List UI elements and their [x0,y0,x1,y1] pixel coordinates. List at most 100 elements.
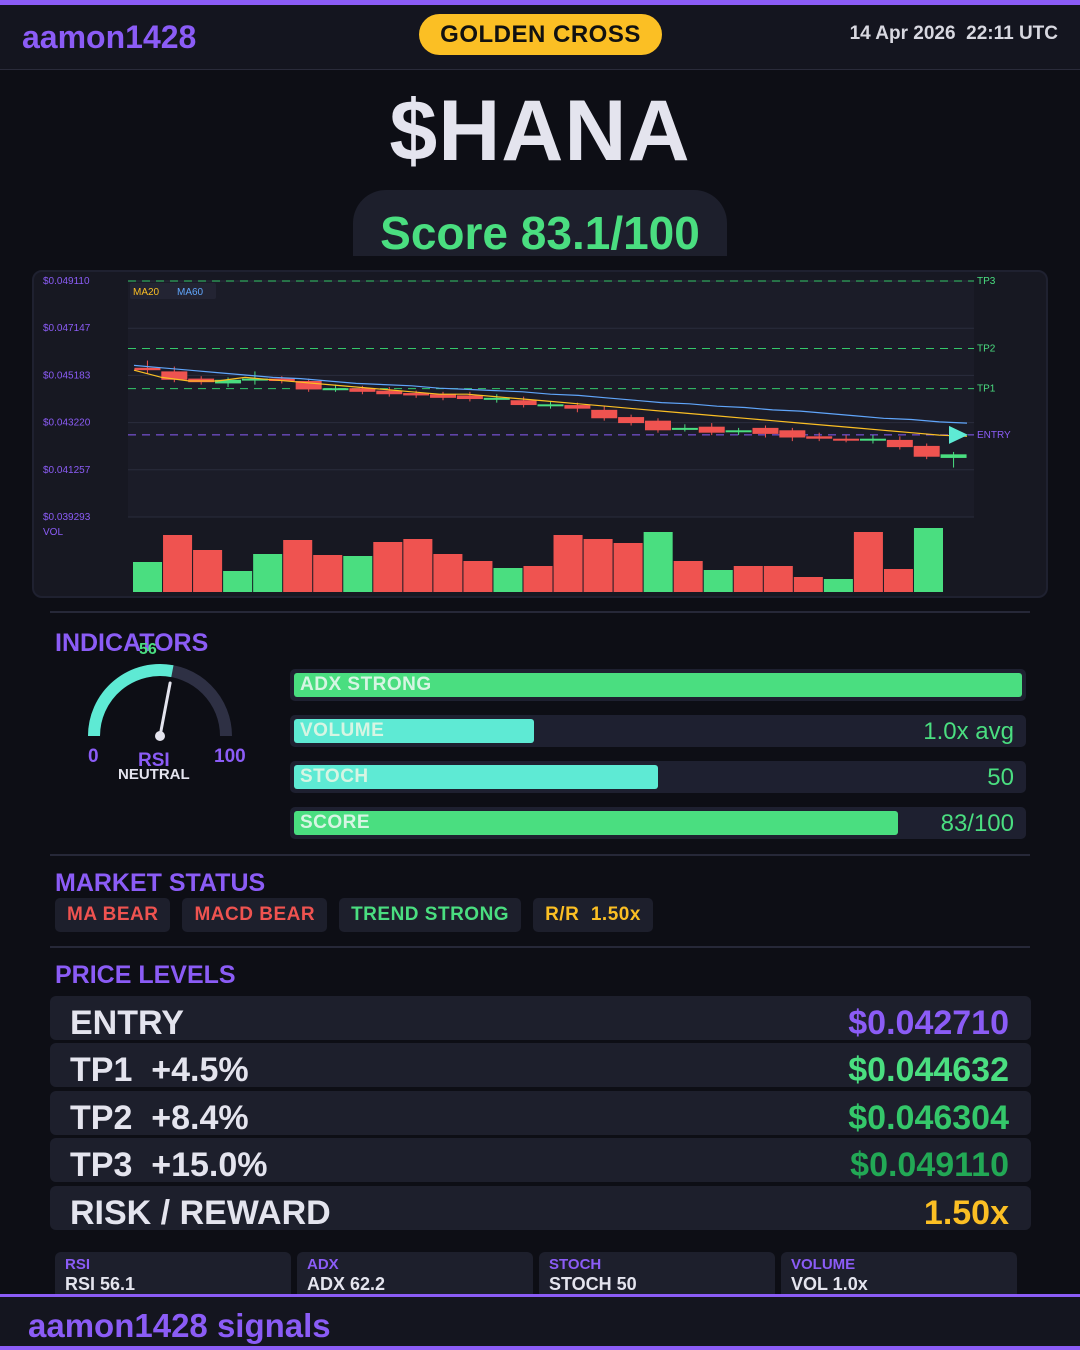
level-row-tp2: TP2 +8.4% $0.046304 [50,1091,1031,1137]
candle-body [698,426,725,433]
candle-body [241,378,268,381]
stat-value: RSI 56.1 [65,1274,136,1294]
stat-value: VOL 1.0x [791,1274,868,1294]
volume-bar: VOLUME 1.0x avg [290,715,1026,747]
volume-bar [463,561,493,592]
volume-bar-value: 1.0x avg [923,718,1014,745]
level-label-entry: ENTRY [977,430,1011,441]
candle-body [483,397,510,400]
brand-name: aamon1428 [22,19,197,55]
candle-body [940,454,967,458]
candle-body [833,438,860,441]
candle-body [806,436,833,439]
candle-body [376,390,403,395]
stat-card-stoch: STOCH STOCH 50 [539,1252,775,1296]
candle-body [349,388,376,392]
gauge-status: NEUTRAL [118,766,190,783]
volume-bar [283,540,313,592]
level-price: $0.046304 [848,1099,1009,1137]
candle-body [564,405,591,409]
candle-body [456,395,483,400]
volume-bar [493,568,523,592]
volume-bar [223,571,253,592]
legend-ma20: MA20 [133,287,160,298]
volume-bar [823,579,853,592]
level-price: $0.049110 [850,1146,1009,1184]
volume-bar-fill [294,719,534,743]
price-chart: $0.049110 $0.047147 $0.045183 $0.043220 $0.0… [32,270,1048,598]
volume-bar [403,539,433,592]
score-text: Score 83.1/100 [380,207,700,256]
entry-arrow-icon [949,425,968,444]
candle-body [134,367,161,371]
stat-card-volume: VOLUME VOL 1.0x [781,1252,1017,1296]
stat-label: ADX [307,1256,339,1273]
y-tick-label: $0.041257 [43,465,91,476]
candle-body [859,438,886,441]
status-chip-ma: MA BEAR [55,898,171,932]
adx-bar: ADX STRONG [290,669,1026,701]
candle-body [913,445,940,457]
gauge-svg [88,664,232,741]
level-label-tp2: TP2 [977,343,996,354]
timestamp: 14 Apr 2026 22:11 UTC [849,23,1058,44]
volume-bar [313,555,343,592]
candle-body [430,394,457,398]
y-tick-label: $0.039293 [43,512,91,523]
stat-label: RSI [65,1256,91,1273]
candle-body [886,439,913,448]
level-label-tp3: TP3 [977,276,996,287]
gauge-needle [158,681,172,738]
candle-body [779,430,806,438]
status-chip-macd: MACD BEAR [182,898,328,932]
volume-bar [583,539,613,592]
score-pill: Score 83.1/100 [353,190,727,256]
score-bar-label: SCORE [300,812,371,833]
stoch-bar-label: STOCH [300,766,369,787]
candle-body [671,427,698,430]
stoch-bar-fill [294,765,658,789]
candle-body [215,379,242,384]
gauge-fill [88,664,174,737]
gauge-label: RSI [138,750,170,771]
level-name: RISK / REWARD [70,1194,331,1232]
volume-bar [433,554,463,592]
legend-ma60: MA60 [177,287,204,298]
candle-body [725,430,752,433]
score-bar: SCORE 83/100 [290,807,1026,839]
volume-bar [253,554,283,592]
stat-label: VOLUME [791,1256,856,1273]
level-price: 1.50x [923,1194,1009,1232]
score-bar-fill [294,811,898,835]
candle-body [591,409,618,419]
level-row-risk-reward: RISK / REWARD 1.50x [50,1186,1031,1232]
volume-bar [853,532,883,592]
candle-body [161,371,188,380]
plot-area [128,281,974,517]
candle-body [322,388,349,391]
divider [50,854,1030,856]
footer-text: aamon1428 signals [28,1307,331,1344]
adx-bar-label: ADX STRONG [300,674,432,695]
volume-bar [913,528,943,592]
candle-body [644,420,671,431]
stoch-bar-value: 50 [987,764,1014,791]
status-chip-rr: R/R 1.50x [533,898,653,932]
status-chips: MA BEAR MACD BEAR TREND STRONG R/R 1.50x [55,898,653,932]
chart-svg: $0.049110 $0.047147 $0.045183 $0.043220 $0.0… [43,276,1011,592]
stat-label: STOCH [549,1256,602,1273]
gauge-max-label: 100 [214,746,246,767]
stat-value: ADX 62.2 [307,1274,386,1294]
volume-bar [343,556,373,592]
volume-bar [523,566,553,592]
level-name: TP1 +4.5% [70,1051,249,1089]
y-tick-label: $0.049110 [43,276,90,287]
candle-body [295,381,322,390]
y-tick-label: $0.045183 [43,370,91,381]
volume-bar [373,542,403,592]
volume-bar [733,566,763,592]
y-tick-label: $0.047147 [43,323,91,334]
volume-bar [193,550,223,592]
candle-body [268,378,295,382]
volume-bar [643,532,673,592]
